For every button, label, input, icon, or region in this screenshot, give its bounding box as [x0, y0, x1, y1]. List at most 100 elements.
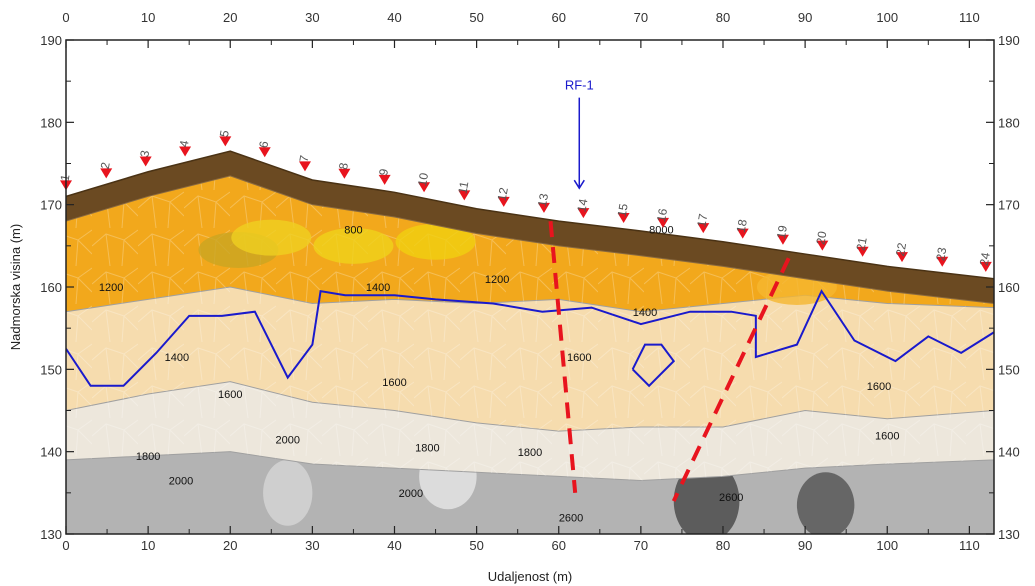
- contour-label-13: 1600: [567, 352, 591, 364]
- y-tick-label-right-170: 170: [998, 198, 1020, 213]
- geophone-label-13: 13: [535, 192, 551, 208]
- contour-label-5: 2000: [275, 434, 299, 446]
- contour-label-8: 1600: [382, 377, 406, 389]
- rf-marker: RF-1: [565, 78, 594, 190]
- contour-label-2: 1600: [218, 389, 242, 401]
- y-tick-label-left-160: 160: [40, 280, 62, 295]
- geophone-marker-4: [179, 146, 192, 157]
- contour-label-14: 2600: [559, 513, 583, 525]
- x-tick-label-bottom-20: 20: [223, 538, 237, 553]
- x-axis-title: Udaljenost (m): [488, 569, 573, 584]
- geophone-label-4: 4: [177, 139, 192, 148]
- geophone-marker-21: [856, 246, 869, 257]
- contour-label-16: 8000: [649, 224, 673, 236]
- velocity-highlight-3: [231, 219, 312, 256]
- y-tick-label-right-180: 180: [998, 115, 1020, 130]
- contour-label-17: 2600: [719, 492, 743, 504]
- geophone-label-22: 22: [893, 241, 909, 257]
- geophone-label-3: 3: [137, 149, 152, 158]
- contour-labels: 1200 1400 1600 1800 2000 2000 800 1400 1600 1800 2…: [99, 224, 900, 524]
- geophone-label-10: 10: [415, 171, 431, 187]
- geophone-marker-7: [298, 161, 311, 172]
- x-tick-label-bottom-0: 0: [62, 538, 69, 553]
- geophone-label-21: 21: [854, 236, 870, 252]
- x-tick-label-top-110: 110: [959, 10, 980, 25]
- x-tick-label-top-0: 0: [62, 10, 69, 25]
- geophone-marker-14: [577, 208, 590, 219]
- velocity-highlight-0: [313, 227, 394, 264]
- geophone-label-23: 23: [933, 246, 949, 262]
- ground-surface: [66, 150, 994, 280]
- y-tick-label-left-170: 170: [40, 198, 62, 213]
- geophone-marker-12: [497, 196, 510, 207]
- geophone-marker-8: [338, 168, 351, 179]
- x-tick-label-top-60: 60: [552, 10, 566, 25]
- geophone-label-18: 18: [734, 218, 750, 234]
- x-tick-label-bottom-100: 100: [876, 538, 898, 553]
- y-tick-label-left-130: 130: [40, 527, 62, 542]
- y-tick-label-left-180: 180: [40, 115, 62, 130]
- y-tick-label-right-160: 160: [998, 280, 1020, 295]
- sky: [66, 40, 994, 279]
- y-tick-label-right-190: 190: [998, 33, 1020, 48]
- x-tick-label-bottom-40: 40: [387, 538, 401, 553]
- geophone-label-14: 14: [574, 197, 590, 213]
- x-tick-label-bottom-90: 90: [798, 538, 812, 553]
- velocity-highlight-1: [395, 223, 476, 260]
- x-axis-top: 0 10 20 30 40 50 60 70 80 90 100 110: [62, 10, 980, 48]
- geophone-label-5: 5: [217, 129, 232, 138]
- geophone-marker-2: [100, 168, 113, 179]
- geophone-marker-3: [139, 156, 152, 167]
- geophone-marker-19: [776, 234, 789, 245]
- x-tick-label-top-90: 90: [798, 10, 812, 25]
- contour-label-10: 2000: [399, 488, 423, 500]
- geophone-label-19: 19: [774, 224, 790, 240]
- geophone-label-17: 17: [694, 212, 710, 228]
- contour-label-11: 1200: [485, 274, 509, 286]
- geophone-marker-18: [736, 228, 749, 239]
- geophone-label-1: 1: [58, 173, 73, 182]
- x-tick-label-top-70: 70: [634, 10, 648, 25]
- geophone-label-8: 8: [336, 161, 351, 170]
- contour-label-3: 1800: [136, 451, 160, 463]
- y-axis-title: Nadmorska visina (m): [8, 224, 23, 350]
- y-axis-left: 130 140 150 160 170 180 190: [40, 33, 74, 542]
- geophone-label-7: 7: [297, 154, 312, 163]
- contour-1400-loop: [631, 343, 676, 388]
- y-tick-label-right-130: 130: [998, 527, 1020, 542]
- x-tick-label-top-40: 40: [387, 10, 401, 25]
- x-tick-label-top-50: 50: [469, 10, 483, 25]
- contour-label-9: 1800: [415, 443, 439, 455]
- x-tick-label-bottom-50: 50: [469, 538, 483, 553]
- contour-label-1: 1400: [165, 352, 189, 364]
- y-tick-label-right-140: 140: [998, 445, 1020, 460]
- x-tick-label-bottom-60: 60: [552, 538, 566, 553]
- contour-label-15: 1400: [633, 307, 657, 319]
- x-tick-label-top-100: 100: [876, 10, 898, 25]
- geophone-marker-5: [219, 136, 232, 147]
- geophone-label-6: 6: [256, 140, 271, 149]
- geophone-marker-11: [458, 190, 471, 201]
- geophone-marker-22: [896, 252, 909, 263]
- contour-label-19: 1600: [875, 430, 899, 442]
- velocity-layers: [66, 40, 994, 534]
- fault-lines: [548, 220, 791, 502]
- geophone-marker-16: [657, 217, 670, 228]
- x-axis-bottom: 0 10 20 30 40 50 60 70 80 90 100 110: [62, 526, 980, 553]
- geophone-label-20: 20: [813, 230, 829, 246]
- contour-1400: [66, 289, 994, 387]
- y-tick-label-left-150: 150: [40, 362, 62, 377]
- fault-line-1: [548, 220, 578, 494]
- y-tick-label-left-190: 190: [40, 33, 62, 48]
- x-tick-label-bottom-30: 30: [305, 538, 319, 553]
- contour-label-12: 1800: [518, 447, 542, 459]
- rf-arrow-head: [573, 179, 585, 190]
- geophone-marker-9: [378, 174, 391, 185]
- x-tick-label-bottom-70: 70: [634, 538, 648, 553]
- geophone-label-11: 11: [455, 180, 471, 195]
- y-axis-right: 130 140 150 160 170 180 190: [986, 33, 1020, 542]
- geophone-label-15: 15: [615, 202, 631, 218]
- x-tick-label-top-30: 30: [305, 10, 319, 25]
- geophone-marker-13: [537, 202, 550, 213]
